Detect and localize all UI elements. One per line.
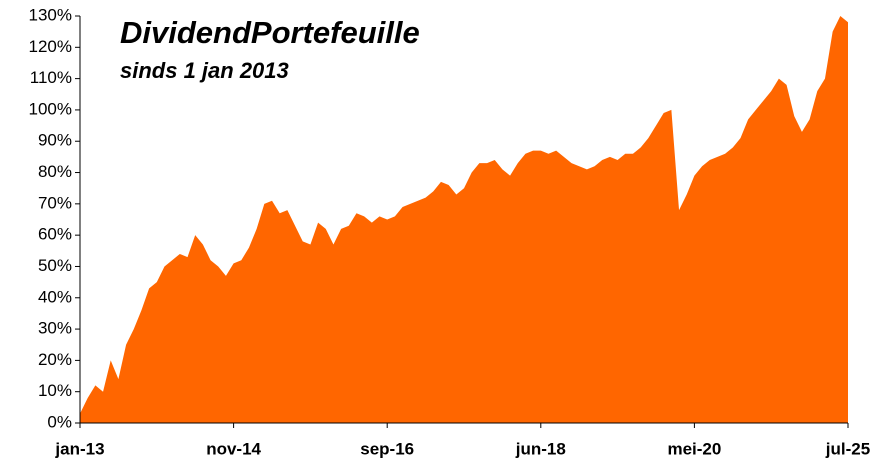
chart-title: DividendPortefeuille [120, 15, 420, 50]
x-tick-label: nov-14 [206, 439, 261, 458]
x-tick-label: mei-20 [667, 439, 721, 458]
chart-subtitle: sinds 1 jan 2013 [120, 58, 289, 83]
y-tick-label: 110% [30, 68, 72, 87]
y-tick-label: 50% [38, 256, 72, 275]
y-tick-label: 90% [38, 131, 72, 150]
y-tick-label: 80% [38, 162, 72, 181]
x-tick-label: sep-16 [360, 439, 414, 458]
y-tick-label: 0% [47, 412, 72, 431]
y-tick-label: 130% [29, 5, 72, 24]
x-tick-label: jul-25 [825, 439, 870, 458]
y-tick-label: 20% [38, 350, 72, 369]
y-tick-label: 100% [29, 99, 72, 118]
y-tick-label: 60% [38, 225, 72, 244]
area [80, 16, 848, 423]
y-tick-label: 30% [38, 319, 72, 338]
y-tick-label: 10% [38, 381, 72, 400]
x-tick-label: jan-13 [54, 439, 104, 458]
y-tick-label: 120% [29, 37, 72, 56]
x-tick-label: jun-18 [515, 439, 566, 458]
y-tick-label: 40% [38, 287, 72, 306]
y-tick-label: 70% [38, 193, 72, 212]
